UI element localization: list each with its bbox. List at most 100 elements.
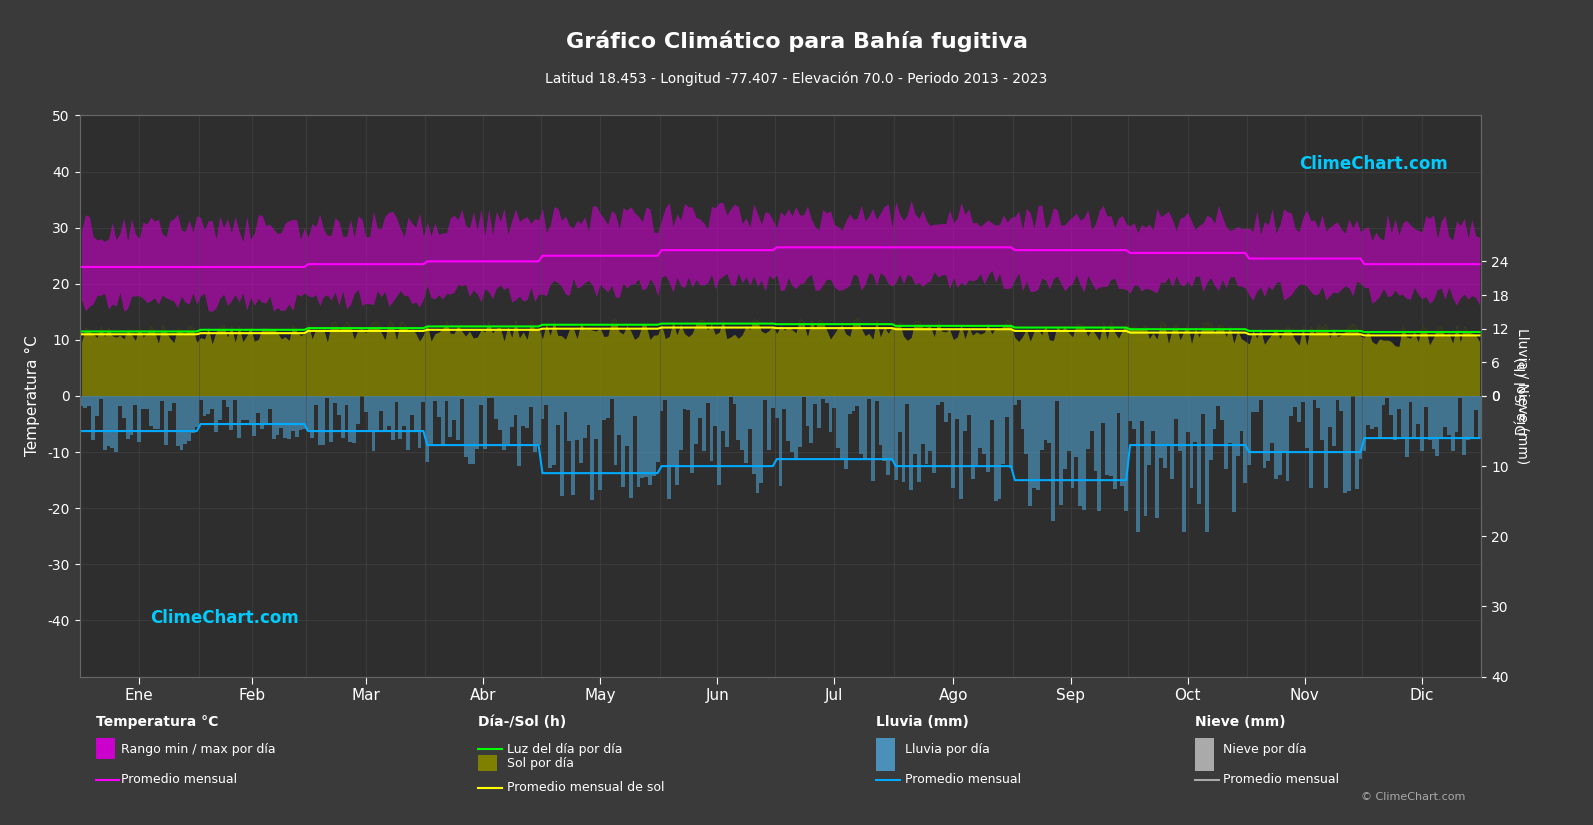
Bar: [1244, 396, 1247, 483]
Bar: [448, 396, 452, 436]
Bar: [1163, 396, 1166, 469]
Bar: [806, 396, 809, 426]
Bar: [284, 396, 287, 438]
Bar: [1035, 396, 1040, 490]
Bar: [883, 396, 886, 460]
Bar: [637, 396, 640, 488]
Bar: [398, 396, 403, 439]
Bar: [88, 396, 91, 407]
Bar: [948, 396, 951, 412]
Bar: [167, 396, 172, 411]
Bar: [847, 396, 852, 414]
Bar: [96, 396, 99, 416]
Bar: [1478, 396, 1481, 437]
Bar: [499, 396, 502, 431]
Bar: [161, 396, 164, 401]
Text: Luz del día por día: Luz del día por día: [507, 742, 623, 756]
Bar: [793, 396, 798, 460]
Bar: [959, 396, 964, 498]
Bar: [382, 396, 387, 431]
Bar: [126, 396, 129, 439]
Bar: [1266, 396, 1270, 461]
Bar: [479, 396, 483, 405]
Bar: [1394, 396, 1397, 441]
Bar: [728, 396, 733, 398]
Bar: [602, 396, 605, 420]
Bar: [1335, 396, 1340, 400]
Bar: [605, 396, 610, 418]
Bar: [363, 396, 368, 412]
Bar: [717, 396, 722, 485]
Bar: [1324, 396, 1329, 488]
Bar: [1389, 396, 1394, 416]
Bar: [1340, 396, 1343, 411]
Bar: [564, 396, 567, 412]
Bar: [1220, 396, 1223, 420]
Bar: [902, 396, 905, 482]
Bar: [1086, 396, 1090, 450]
Bar: [1223, 396, 1228, 469]
Bar: [491, 396, 494, 398]
Bar: [298, 396, 303, 430]
Bar: [1251, 396, 1255, 412]
Text: Lluvia por día: Lluvia por día: [905, 742, 989, 756]
Bar: [548, 396, 553, 468]
Bar: [1286, 396, 1289, 481]
Bar: [1419, 396, 1424, 450]
Bar: [629, 396, 632, 497]
Bar: [1139, 396, 1144, 422]
Bar: [594, 396, 597, 439]
Bar: [1051, 396, 1055, 521]
Bar: [532, 396, 537, 452]
Bar: [1258, 396, 1263, 399]
Bar: [1427, 396, 1432, 440]
Bar: [771, 396, 774, 408]
Text: ClimeChart.com: ClimeChart.com: [150, 609, 298, 627]
Bar: [417, 396, 422, 448]
Bar: [910, 396, 913, 490]
Text: Gráfico Climático para Bahía fugitiva: Gráfico Climático para Bahía fugitiva: [566, 31, 1027, 52]
Text: Promedio mensual de sol: Promedio mensual de sol: [507, 781, 664, 794]
Bar: [940, 396, 943, 403]
Bar: [1040, 396, 1043, 450]
Bar: [1166, 396, 1171, 446]
Bar: [768, 396, 771, 450]
Bar: [836, 396, 840, 448]
Bar: [245, 396, 249, 420]
Bar: [1067, 396, 1070, 451]
Bar: [618, 396, 621, 435]
Bar: [330, 396, 333, 442]
Bar: [1209, 396, 1212, 460]
Bar: [303, 396, 306, 429]
Bar: [1136, 396, 1139, 532]
Bar: [80, 396, 83, 406]
Bar: [787, 396, 790, 441]
Bar: [1362, 396, 1367, 450]
Bar: [929, 396, 932, 451]
Bar: [663, 396, 667, 399]
Bar: [164, 396, 167, 446]
Bar: [763, 396, 768, 400]
Bar: [91, 396, 96, 440]
Bar: [937, 396, 940, 404]
Bar: [1321, 396, 1324, 441]
Bar: [905, 396, 910, 404]
Bar: [322, 396, 325, 445]
Bar: [390, 396, 395, 440]
Bar: [1204, 396, 1209, 532]
Text: Nieve (mm): Nieve (mm): [1195, 715, 1286, 729]
Bar: [1378, 396, 1381, 438]
Bar: [188, 396, 191, 441]
Bar: [1078, 396, 1082, 507]
Bar: [817, 396, 820, 428]
Bar: [1114, 396, 1117, 488]
Bar: [83, 396, 88, 408]
Bar: [409, 396, 414, 415]
Bar: [652, 396, 656, 476]
Bar: [1373, 396, 1378, 427]
Bar: [1305, 396, 1309, 448]
Text: Día-/Sol (h): Día-/Sol (h): [478, 715, 566, 729]
Bar: [422, 396, 425, 402]
Bar: [1190, 396, 1193, 488]
Bar: [749, 396, 752, 429]
